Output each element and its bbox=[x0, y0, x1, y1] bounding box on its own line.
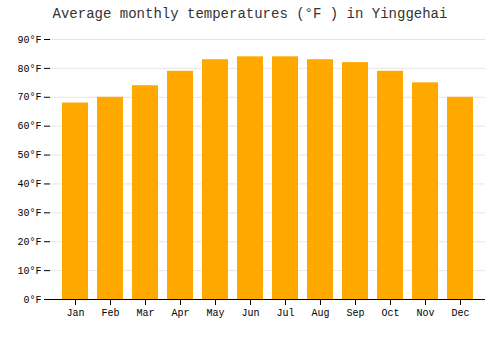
svg-text:Aug: Aug bbox=[311, 308, 329, 319]
svg-text:50°F: 50°F bbox=[17, 150, 41, 161]
svg-text:30°F: 30°F bbox=[17, 208, 41, 219]
html-text:Average monthly temperatures (: Average monthly temperatures (°F ) in Yi… bbox=[52, 6, 448, 22]
svg-text:60°F: 60°F bbox=[17, 121, 41, 132]
svg-text:10°F: 10°F bbox=[17, 266, 41, 277]
svg-text:Sep: Sep bbox=[346, 308, 364, 319]
svg-text:0°F: 0°F bbox=[23, 295, 41, 306]
svg-text:40°F: 40°F bbox=[17, 179, 41, 190]
svg-text:Nov: Nov bbox=[416, 308, 434, 319]
svg-text:Jan: Jan bbox=[66, 308, 84, 319]
svg-text:Dec: Dec bbox=[451, 308, 469, 319]
svg-text:May: May bbox=[206, 308, 224, 319]
svg-text:20°F: 20°F bbox=[17, 237, 41, 248]
svg-text:Jul: Jul bbox=[276, 308, 294, 319]
svg-text:90°F: 90°F bbox=[17, 35, 41, 46]
svg-text:Jun: Jun bbox=[241, 308, 259, 319]
svg-text:Feb: Feb bbox=[101, 308, 119, 319]
svg-text:80°F: 80°F bbox=[17, 64, 41, 75]
svg-text:Oct: Oct bbox=[381, 308, 399, 319]
svg-text:Mar: Mar bbox=[136, 308, 154, 319]
svg-text:Apr: Apr bbox=[171, 308, 189, 319]
svg-text:70°F: 70°F bbox=[17, 92, 41, 103]
